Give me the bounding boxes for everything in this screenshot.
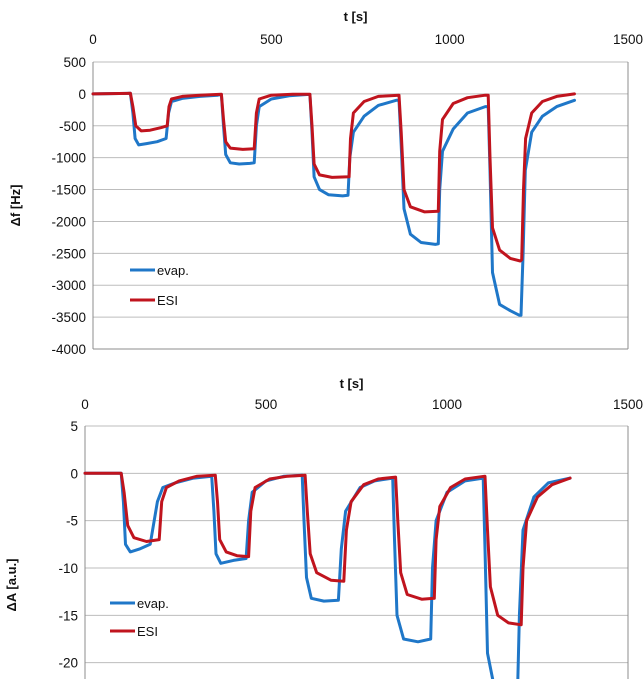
x-axis-title: t [s] [340,376,364,391]
y-axis-title: Δf [Hz] [8,185,23,227]
y-tick-label: -10 [58,561,78,576]
y-tick-label: 0 [70,466,78,481]
legend-label: ESI [157,293,178,308]
y-tick-label: -15 [58,608,78,623]
x-tick-label: 1000 [435,32,465,47]
legend-label: evap. [157,263,189,278]
y-tick-label: -4000 [51,342,86,357]
y-tick-label: -1500 [51,183,86,198]
series-line-esi [91,91,576,263]
x-tick-label: 1500 [613,32,643,47]
chart-1: 5000-500-1000-1500-2000-2500-3000-3500-4… [8,9,643,357]
legend-label: evap. [137,596,169,611]
x-tick-label: 0 [89,32,97,47]
y-tick-label: -3500 [51,310,86,325]
y-tick-label: -20 [58,656,78,671]
x-tick-label: 1000 [432,397,462,412]
y-tick-label: -2500 [51,246,86,261]
x-axis-title: t [s] [344,9,368,24]
y-tick-label: -1000 [51,151,86,166]
series-line-esi [83,471,572,627]
y-tick-label: 500 [63,55,86,70]
y-tick-label: -500 [59,119,86,134]
y-tick-label: 5 [70,419,78,434]
x-tick-label: 500 [260,32,283,47]
legend-label: ESI [137,624,158,639]
y-tick-label: -5 [66,514,78,529]
y-tick-label: 0 [78,87,86,102]
y-tick-label: -3000 [51,278,86,293]
series-line-evap [83,471,572,679]
x-tick-label: 500 [255,397,278,412]
x-tick-label: 1500 [613,397,643,412]
y-tick-label: -2000 [51,214,86,229]
series-line-evap [91,91,576,317]
y-axis-title: ΔA [a.u.] [4,559,19,612]
x-tick-label: 0 [81,397,89,412]
